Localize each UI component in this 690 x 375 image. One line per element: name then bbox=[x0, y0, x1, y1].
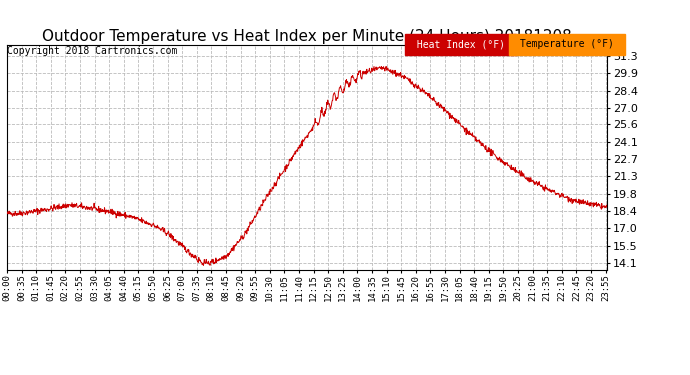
Text: Temperature (°F): Temperature (°F) bbox=[514, 39, 620, 50]
Title: Outdoor Temperature vs Heat Index per Minute (24 Hours) 20181208: Outdoor Temperature vs Heat Index per Mi… bbox=[42, 29, 572, 44]
Text: Heat Index (°F): Heat Index (°F) bbox=[411, 39, 511, 50]
Text: Copyright 2018 Cartronics.com: Copyright 2018 Cartronics.com bbox=[7, 46, 177, 56]
